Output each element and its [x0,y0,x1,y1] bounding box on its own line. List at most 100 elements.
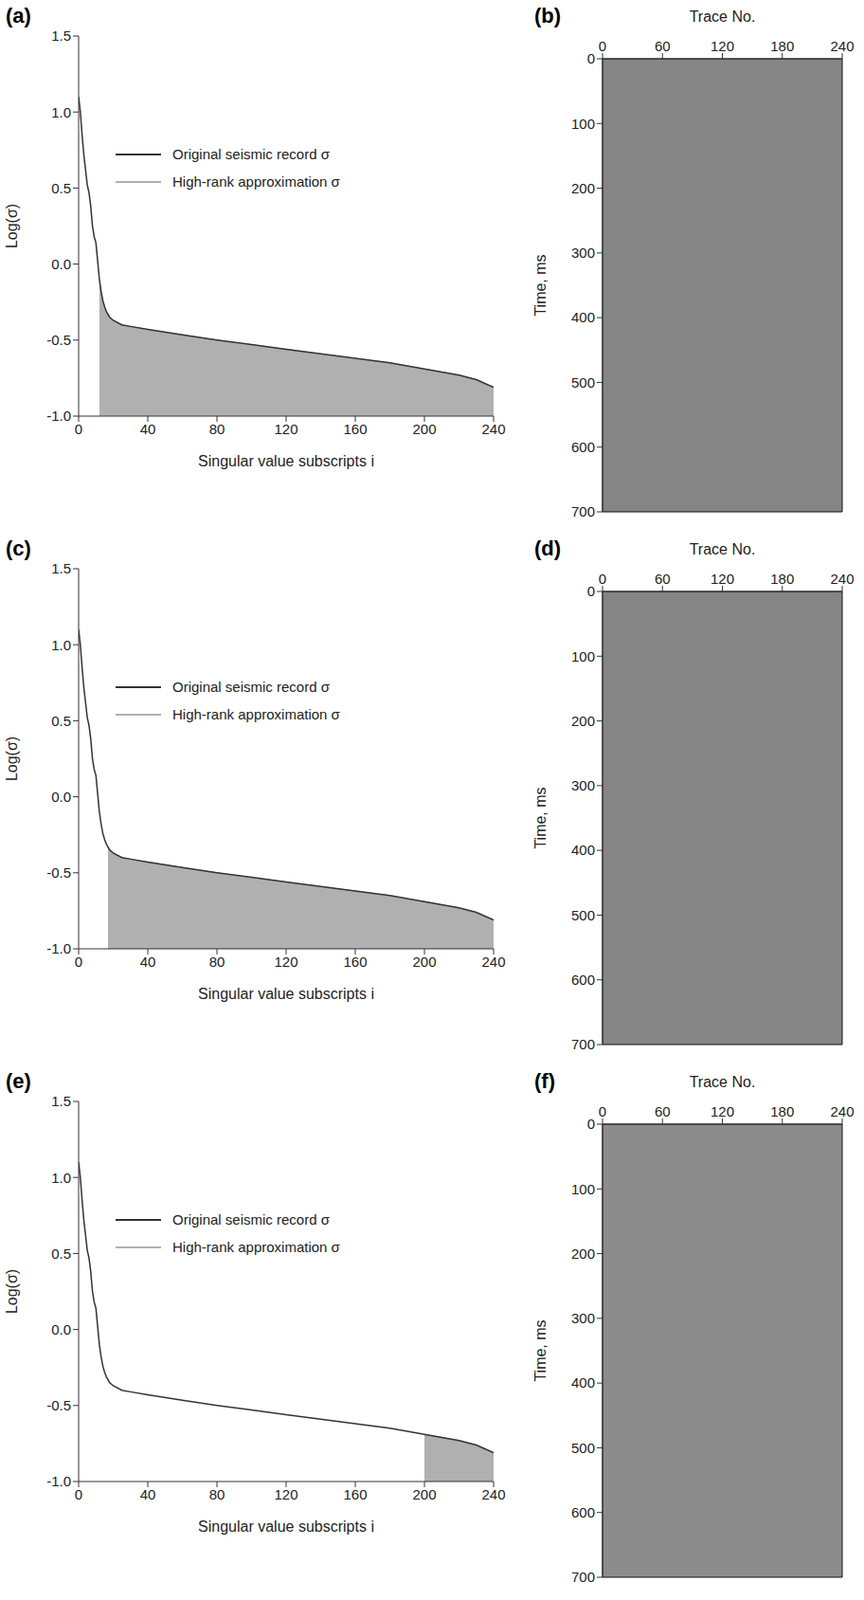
svg-text:Singular value subscripts i: Singular value subscripts i [198,452,375,469]
svg-text:120: 120 [273,420,298,437]
svg-text:100: 100 [571,648,595,665]
svg-text:500: 500 [571,1439,595,1456]
svg-text:0: 0 [74,420,83,437]
svg-text:160: 160 [342,420,367,437]
svg-text:0.0: 0.0 [51,255,72,272]
svg-text:Log(σ): Log(σ) [3,203,20,249]
svg-text:1.5: 1.5 [51,559,72,576]
svg-text:500: 500 [571,374,595,391]
svg-text:Singular value subscripts i: Singular value subscripts i [198,1517,375,1534]
svg-text:40: 40 [140,953,157,970]
html-text:Original seismic record σ: Original seismic record σ [172,678,330,695]
svg-text:180: 180 [770,37,794,54]
svg-text:400: 400 [571,841,595,858]
svg-text:40: 40 [140,420,157,437]
svg-text:600: 600 [571,438,595,455]
svg-text:240: 240 [829,1102,854,1119]
svg-text:600: 600 [571,971,595,988]
svg-text:600: 600 [571,1503,595,1520]
svg-text:0.5: 0.5 [51,1244,72,1261]
svg-text:700: 700 [571,1567,595,1584]
svg-text:120: 120 [710,37,735,54]
svg-text:Time, ms: Time, ms [532,253,549,316]
svg-text:700: 700 [571,1035,595,1052]
svg-text:160: 160 [342,953,367,970]
svg-text:Time, ms: Time, ms [532,1318,549,1381]
svg-text:Trace No.: Trace No. [689,540,756,558]
svg-text:0.0: 0.0 [51,1320,72,1337]
svg-text:0: 0 [598,37,607,54]
svg-text:240: 240 [829,570,854,587]
svg-text:200: 200 [571,1244,595,1261]
svg-text:-0.5: -0.5 [46,864,72,881]
html-text:High-rank approximation σ: High-rank approximation σ [172,173,340,190]
svg-text:200: 200 [571,180,595,197]
svg-text:-1.0: -1.0 [46,1472,72,1489]
html-text:Original seismic record σ: Original seismic record σ [172,145,330,162]
svg-text:100: 100 [571,115,595,132]
svg-text:60: 60 [654,570,671,587]
svg-text:400: 400 [571,1373,595,1390]
html-text:(d): (d) [534,536,561,560]
svg-text:80: 80 [209,420,226,437]
svg-text:120: 120 [710,1102,735,1119]
svg-text:240: 240 [829,37,854,54]
html-text:(e): (e) [5,1068,32,1093]
svg-text:60: 60 [654,37,671,54]
html-text:High-rank approximation σ: High-rank approximation σ [172,705,340,722]
svg-text:40: 40 [140,1485,157,1502]
svg-text:240: 240 [481,1485,505,1502]
svg-text:80: 80 [209,1485,226,1502]
svg-text:300: 300 [571,1309,595,1326]
svg-text:Trace No.: Trace No. [689,8,756,25]
svg-text:-1.0: -1.0 [46,939,72,956]
svg-text:0: 0 [587,582,595,599]
svg-text:0: 0 [598,1102,607,1119]
svg-text:-1.0: -1.0 [46,407,72,424]
svg-text:200: 200 [412,420,436,437]
html-text:(a): (a) [5,3,32,28]
svg-text:1.0: 1.0 [51,1169,72,1186]
html-text:(f): (f) [534,1068,556,1093]
svg-text:0: 0 [598,570,607,587]
svg-text:1.5: 1.5 [51,1092,72,1109]
svg-text:80: 80 [209,953,226,970]
svg-text:400: 400 [571,308,595,325]
svg-text:700: 700 [571,503,595,520]
svg-text:60: 60 [654,1102,671,1119]
svg-text:300: 300 [571,244,595,261]
svg-text:120: 120 [710,570,735,587]
svg-text:120: 120 [273,1485,298,1502]
svg-text:Trace No.: Trace No. [689,1073,756,1090]
svg-text:0: 0 [74,1485,83,1502]
svg-text:120: 120 [273,953,298,970]
svg-text:0: 0 [587,50,595,67]
svg-text:180: 180 [770,570,794,587]
svg-text:0: 0 [74,953,83,970]
svg-text:100: 100 [571,1180,595,1197]
svg-text:180: 180 [770,1102,794,1119]
svg-text:240: 240 [481,420,505,437]
svg-text:500: 500 [571,906,595,923]
svg-text:0.0: 0.0 [51,788,72,805]
svg-text:Log(σ): Log(σ) [3,1268,20,1314]
svg-text:Singular value subscripts i: Singular value subscripts i [198,985,375,1002]
svg-text:0.5: 0.5 [51,712,72,729]
svg-text:200: 200 [412,1485,436,1502]
svg-text:1.5: 1.5 [51,27,72,44]
svg-text:1.0: 1.0 [51,104,72,121]
html-text:(b): (b) [534,3,561,28]
svg-text:300: 300 [571,776,595,793]
svg-text:240: 240 [481,953,505,970]
svg-text:0.5: 0.5 [51,180,72,197]
svg-text:200: 200 [412,953,436,970]
html-text:(c): (c) [5,536,32,560]
svg-text:Time, ms: Time, ms [532,786,549,848]
svg-text:1.0: 1.0 [51,636,72,653]
svg-text:-0.5: -0.5 [46,331,72,348]
svg-text:-0.5: -0.5 [46,1396,72,1413]
svg-text:0: 0 [587,1115,595,1132]
svg-text:Log(σ): Log(σ) [3,736,20,781]
svg-text:160: 160 [342,1485,367,1502]
svg-text:200: 200 [571,712,595,729]
